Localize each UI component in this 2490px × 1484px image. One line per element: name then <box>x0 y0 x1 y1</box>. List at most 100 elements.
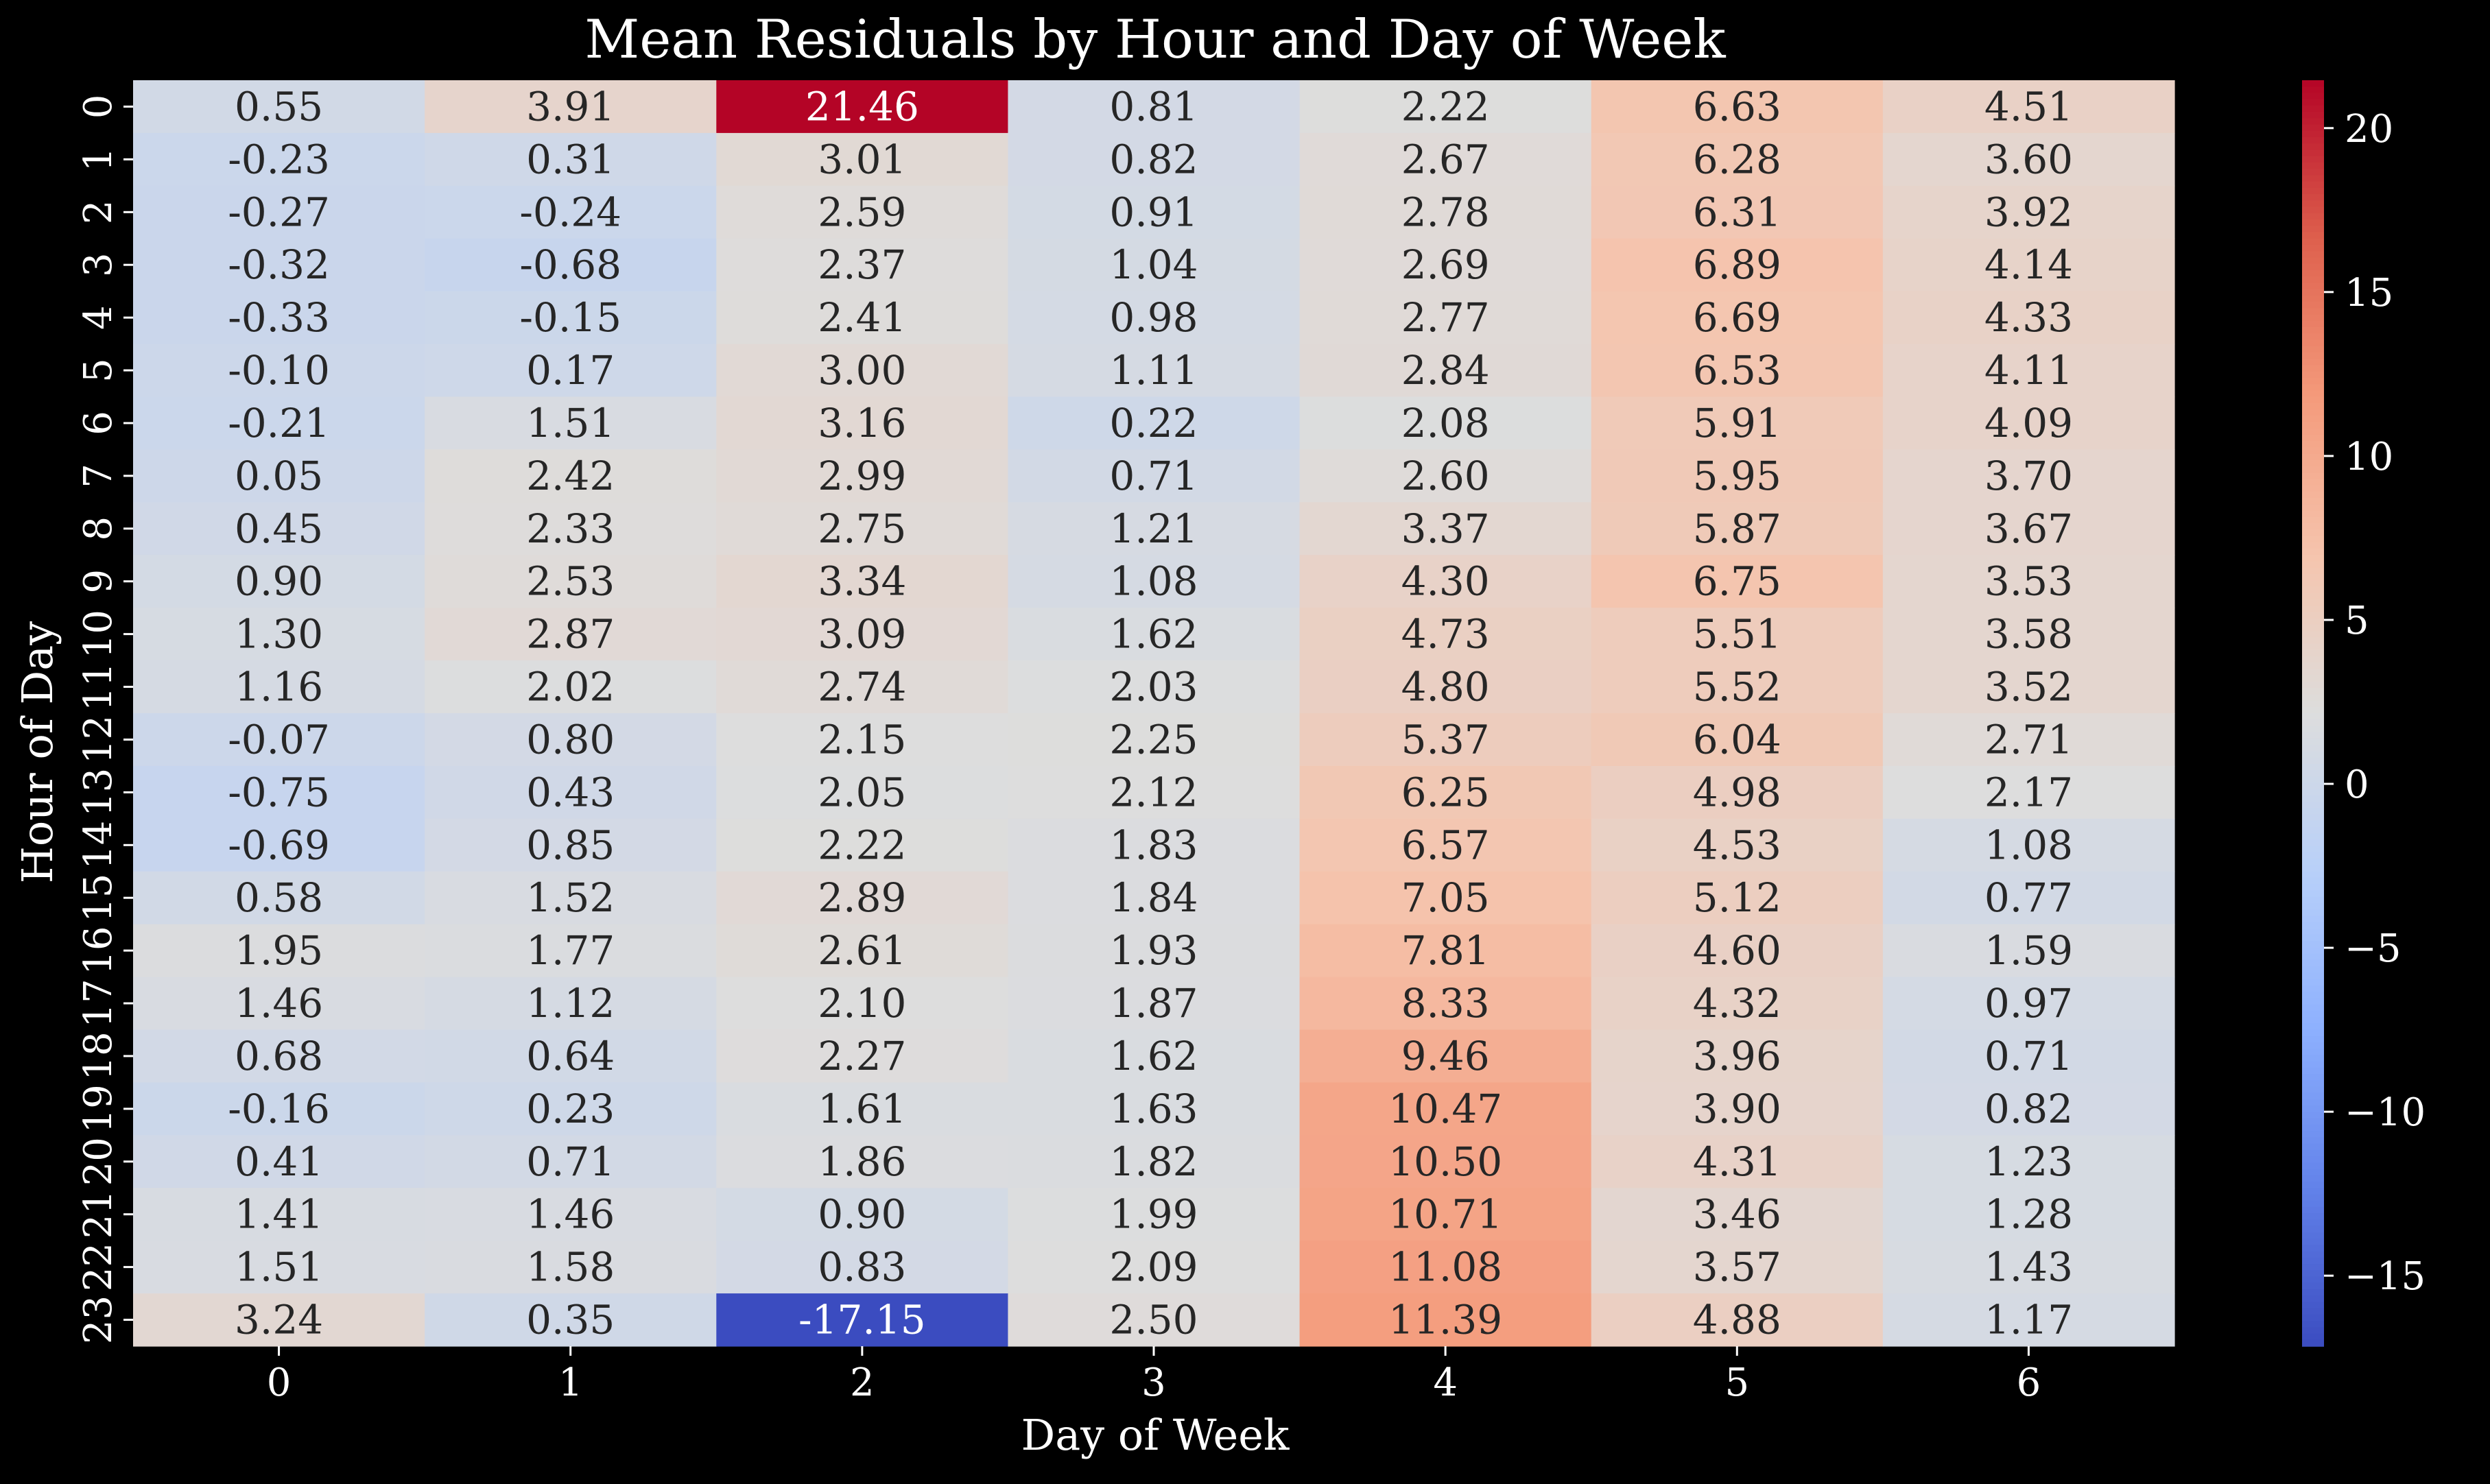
y-tick-label: 5 <box>76 358 121 383</box>
colorbar-segment <box>2302 529 2324 537</box>
heatmap-cell <box>1882 1029 2175 1084</box>
heatmap-cell <box>1299 765 1592 819</box>
y-tick-label: 16 <box>76 926 121 974</box>
heatmap-cell <box>1299 80 1592 134</box>
cell-value-label: 0.05 <box>235 453 323 499</box>
heatmap-cell <box>133 1135 425 1188</box>
heatmap-cell <box>1008 80 1301 134</box>
cell-value-label: 0.71 <box>1109 453 1198 499</box>
colorbar-segment <box>2302 86 2324 94</box>
cell-value-label: 2.75 <box>818 505 906 552</box>
cell-value-label: 2.12 <box>1109 769 1198 815</box>
cell-value-label: 2.67 <box>1401 136 1490 182</box>
colorbar-tick-label: −5 <box>2345 926 2402 971</box>
cell-value-label: 4.60 <box>1693 927 1781 974</box>
heatmap-cell <box>1008 1135 1301 1188</box>
cell-value-label: -0.23 <box>228 136 330 182</box>
colorbar-segment <box>2302 624 2324 632</box>
colorbar-segment <box>2302 979 2324 986</box>
cell-value-label: -0.10 <box>228 347 330 394</box>
y-tick-label: 4 <box>76 305 121 330</box>
cell-value-label: 2.27 <box>818 1033 906 1079</box>
cell-value-label: 5.95 <box>1693 453 1781 499</box>
heatmap-cell <box>1882 238 2175 292</box>
colorbar-segment <box>2302 1194 2324 1201</box>
cell-value-label: 2.41 <box>818 294 906 341</box>
cell-value-label: 5.52 <box>1693 664 1781 710</box>
colorbar-segment <box>2302 1112 2324 1119</box>
cell-value-label: 1.11 <box>1109 347 1198 394</box>
colorbar-segment <box>2302 1017 2324 1025</box>
cell-value-label: -0.75 <box>228 769 330 815</box>
colorbar-segment <box>2302 795 2324 803</box>
heatmap-cell <box>1299 555 1592 608</box>
colorbar-segment <box>2302 833 2324 841</box>
heatmap-cell <box>1299 818 1592 872</box>
heatmap-cell <box>1882 924 2175 978</box>
colorbar-segment <box>2302 922 2324 929</box>
cell-value-label: 3.67 <box>1984 505 2073 552</box>
cell-value-label: 1.62 <box>1109 611 1198 658</box>
cell-value-label: 1.08 <box>1109 558 1198 605</box>
cell-value-label: 5.87 <box>1693 505 1781 552</box>
heatmap-cell <box>1299 924 1592 978</box>
cell-value-label: 2.08 <box>1401 400 1490 446</box>
colorbar-segment <box>2302 1169 2324 1176</box>
colorbar-segment <box>2302 1061 2324 1068</box>
heatmap-cell <box>716 396 1009 451</box>
cell-value-label: 0.45 <box>235 505 323 552</box>
cell-value-label: 5.37 <box>1401 716 1490 763</box>
cell-value-label: 3.34 <box>818 558 906 605</box>
cell-value-label: 0.23 <box>526 1086 615 1132</box>
heatmap-cell <box>1299 608 1592 661</box>
colorbar-segment <box>2302 93 2324 100</box>
colorbar-segment <box>2302 1023 2324 1031</box>
heatmap-cell <box>133 713 425 767</box>
cell-value-label: -17.15 <box>798 1297 926 1343</box>
cell-value-label: 3.90 <box>1693 1086 1781 1132</box>
colorbar-segment <box>2302 359 2324 366</box>
heatmap-cell <box>1591 555 1884 608</box>
x-tick-label: 0 <box>267 1361 292 1405</box>
cell-value-label: 0.31 <box>526 136 615 182</box>
colorbar-segment <box>2302 130 2324 138</box>
cell-value-label: 2.89 <box>818 874 906 921</box>
colorbar-segment <box>2302 643 2324 651</box>
colorbar-segment <box>2302 238 2324 246</box>
colorbar-segment <box>2302 365 2324 372</box>
y-tick-label: 22 <box>76 1243 121 1291</box>
colorbar-segment <box>2302 789 2324 796</box>
colorbar-segment <box>2302 1270 2324 1278</box>
heatmap-cell <box>716 132 1009 187</box>
heatmap-cell <box>716 502 1009 555</box>
cell-value-label: 6.75 <box>1693 558 1781 605</box>
x-tick-label: 6 <box>2017 1361 2041 1405</box>
heatmap-cell <box>133 977 425 1031</box>
cell-value-label: 2.02 <box>526 664 615 710</box>
colorbar-segment <box>2302 1321 2324 1328</box>
colorbar-segment <box>2302 326 2324 334</box>
heatmap-cell <box>1299 713 1592 767</box>
cell-value-label: 2.59 <box>818 189 906 235</box>
colorbar-segment <box>2302 852 2324 860</box>
colorbar-segment <box>2302 802 2324 809</box>
colorbar-segment <box>2302 612 2324 619</box>
cell-value-label: 5.51 <box>1693 611 1781 658</box>
colorbar-segment <box>2302 99 2324 106</box>
colorbar-segment <box>2302 459 2324 467</box>
cell-value-label: 1.77 <box>526 927 615 974</box>
colorbar-segment <box>2302 738 2324 745</box>
heatmap-cell <box>133 555 425 608</box>
colorbar-segment <box>2302 124 2324 132</box>
colorbar-segment <box>2302 200 2324 208</box>
cell-value-label: 0.68 <box>235 1033 323 1079</box>
colorbar-segment <box>2302 567 2324 575</box>
cell-value-label: 4.11 <box>1984 347 2073 394</box>
y-tick-label: 9 <box>76 569 121 594</box>
cell-value-label: 2.37 <box>818 241 906 288</box>
colorbar-segment <box>2302 1188 2324 1195</box>
cell-value-label: -0.68 <box>519 241 621 288</box>
heatmap-cell <box>133 238 425 292</box>
colorbar-segment <box>2302 169 2324 176</box>
